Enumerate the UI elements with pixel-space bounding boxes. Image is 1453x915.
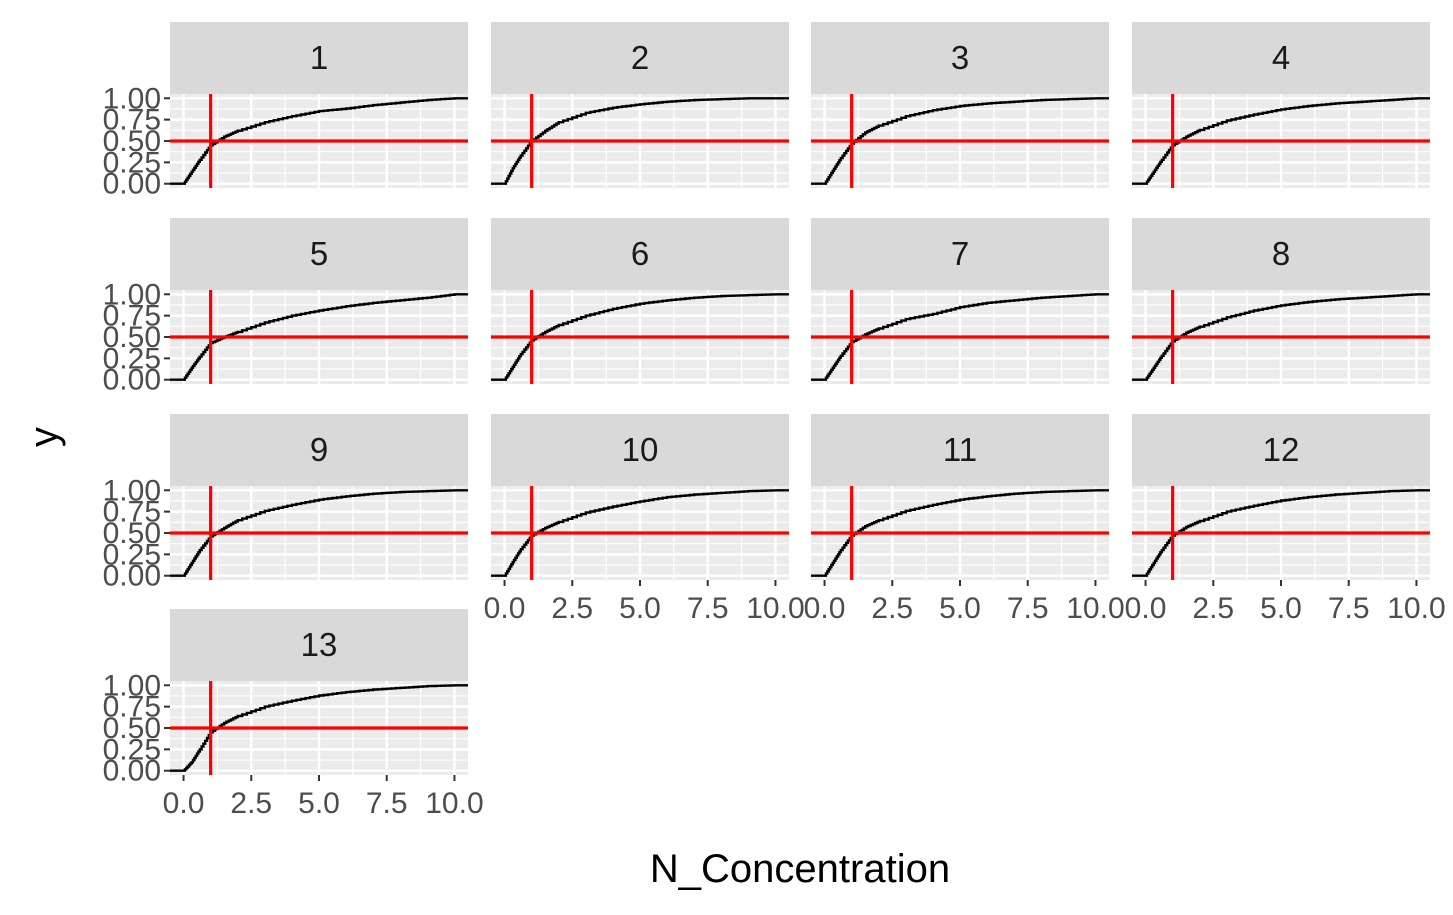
y-tick-label: 0.25	[103, 538, 161, 571]
ecdf-line	[811, 97, 1110, 185]
x-tick-label: 7.5	[1007, 592, 1049, 625]
y-tick-label: 0.00	[103, 755, 161, 788]
x-tick-label: 5.0	[939, 592, 981, 625]
ecdf-line	[170, 684, 469, 772]
ecdf-line	[170, 97, 469, 185]
facet-strip-label: 12	[1263, 431, 1300, 468]
ecdf-line	[170, 293, 469, 381]
y-tick-label: 0.25	[103, 342, 161, 375]
x-tick-label: 10.0	[746, 592, 804, 625]
ecdf-line	[811, 293, 1110, 381]
ecdf-line	[491, 293, 790, 381]
x-tick-label: 5.0	[619, 592, 661, 625]
x-tick-label: 7.5	[366, 787, 408, 820]
facet-11: 11 0.0 2.5 5.0 7.5 10.0	[804, 414, 1125, 625]
facet-strip-label: 11	[943, 431, 977, 468]
x-tick-label: 10.0	[425, 787, 483, 820]
x-tick-label: 2.5	[1192, 592, 1234, 625]
x-tick-label: 5.0	[1260, 592, 1302, 625]
facet-strip	[170, 22, 468, 94]
y-tick-label: 0.50	[103, 517, 161, 550]
x-tick-label: 7.5	[1328, 592, 1370, 625]
facet-strip-label: 4	[1272, 39, 1290, 76]
y-axis-title: y	[22, 427, 66, 447]
facet-strip	[491, 218, 789, 290]
facet-strip	[1132, 218, 1430, 290]
facet-strip	[1132, 22, 1430, 94]
y-tick-label: 0.00	[103, 560, 161, 593]
facet-strip-label: 9	[310, 431, 328, 468]
facet-strip-label: 10	[622, 431, 659, 468]
y-tick-label: 0.50	[103, 712, 161, 745]
facet-strip	[491, 22, 789, 94]
y-tick-label: 0.75	[103, 300, 161, 333]
facet-strip-label: 5	[310, 235, 328, 272]
facet-strip	[170, 414, 468, 486]
facet-6: 6	[491, 218, 790, 384]
ecdf-line	[1132, 489, 1431, 577]
facet-strip	[811, 218, 1109, 290]
y-tick-label: 1.00	[103, 82, 161, 115]
y-tick-label: 0.75	[103, 496, 161, 529]
x-tick-label: 7.5	[687, 592, 729, 625]
y-tick-label: 1.00	[103, 669, 161, 702]
y-tick-label: 0.50	[103, 125, 161, 158]
facet-3: 3	[811, 22, 1110, 188]
ecdf-line	[491, 97, 790, 185]
x-tick-label: 10.0	[1387, 592, 1445, 625]
x-tick-label: 0.0	[1125, 592, 1167, 625]
facet-strip-label: 1	[310, 39, 328, 76]
x-axis-title: N_Concentration	[650, 847, 950, 891]
x-tick-label: 5.0	[298, 787, 340, 820]
facet-7: 7	[811, 218, 1110, 384]
facet-13: 13 0.000.250.500.751.00 0.0 2.5 5.0 7.5 10.0	[103, 609, 484, 820]
facet-4: 4	[1132, 22, 1431, 188]
ecdf-line	[491, 489, 790, 577]
y-tick-label: 0.75	[103, 691, 161, 724]
x-tick-label: 10.0	[1066, 592, 1124, 625]
x-tick-label: 2.5	[230, 787, 272, 820]
y-tick-label: 1.00	[103, 474, 161, 507]
facets-layer: 10.000.250.500.751.002 3 450.000.250.500.7…	[103, 22, 1446, 820]
facet-strip-label: 3	[951, 39, 969, 76]
facet-strip-label: 2	[631, 39, 649, 76]
x-tick-label: 0.0	[804, 592, 846, 625]
facet-strip	[1132, 414, 1430, 486]
facet-strip-label: 6	[631, 235, 649, 272]
y-tick-label: 0.50	[103, 321, 161, 354]
facet-strip-label: 7	[951, 235, 969, 272]
x-tick-label: 0.0	[484, 592, 526, 625]
y-tick-label: 0.25	[103, 146, 161, 179]
facet-strip	[811, 414, 1109, 486]
facet-strip	[170, 218, 468, 290]
facet-5: 5 0.000.250.500.751.00	[103, 218, 469, 397]
y-tick-label: 0.00	[103, 364, 161, 397]
facet-strip-label: 8	[1272, 235, 1290, 272]
facet-strip	[170, 609, 468, 681]
facet-1: 1 0.000.250.500.751.00	[103, 22, 469, 201]
facet-strip	[811, 22, 1109, 94]
facet-strip-label: 13	[301, 626, 338, 663]
ecdf-line	[811, 489, 1110, 577]
facet-2: 2	[491, 22, 790, 188]
ecdf-line	[170, 489, 469, 577]
y-tick-label: 1.00	[103, 278, 161, 311]
x-tick-label: 2.5	[551, 592, 593, 625]
facet-12: 12 0.0 2.5 5.0 7.5 10.0	[1125, 414, 1446, 625]
facet-9: 9 0.000.250.500.751.00	[103, 414, 469, 593]
ecdf-line	[1132, 293, 1431, 381]
facet-8: 8	[1132, 218, 1431, 384]
x-tick-label: 0.0	[163, 787, 205, 820]
ecdf-line	[1132, 97, 1431, 185]
x-tick-label: 2.5	[871, 592, 913, 625]
facet-strip	[491, 414, 789, 486]
y-tick-label: 0.75	[103, 104, 161, 137]
y-tick-label: 0.25	[103, 733, 161, 766]
y-tick-label: 0.00	[103, 168, 161, 201]
facet-10: 10 0.0 2.5 5.0 7.5 10.0	[484, 414, 805, 625]
